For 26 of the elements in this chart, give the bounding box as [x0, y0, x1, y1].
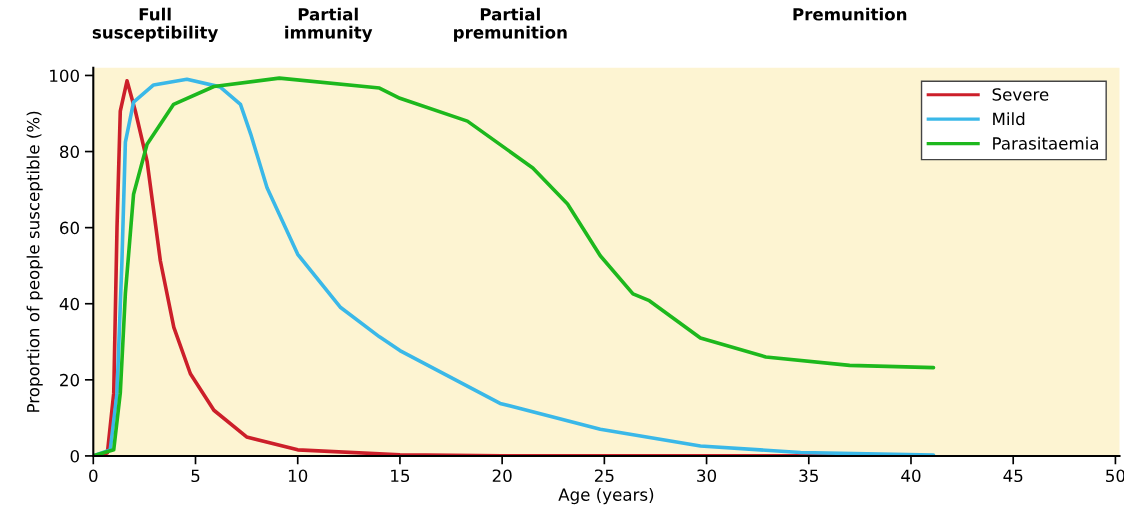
x-tick-label: 30 — [697, 469, 717, 483]
text: Partial immunity — [285, 7, 373, 42]
legend-label: Severe — [992, 88, 1049, 101]
text: Full susceptibility — [92, 7, 219, 42]
y-tick-label: 40 — [59, 297, 79, 311]
x-tick-label: 45 — [1003, 469, 1023, 483]
text: Partial premunition — [454, 7, 567, 42]
y-tick-label: 0 — [70, 449, 79, 463]
x-tick-label: 20 — [492, 469, 512, 483]
text: Premunition — [793, 7, 907, 21]
y-tick-label: 80 — [60, 145, 79, 159]
x-tick-label: 25 — [594, 469, 614, 483]
x-tick-label: 50 — [1106, 469, 1124, 483]
legend-label: Parasitaemia — [993, 136, 1098, 150]
y-tick-label: 60 — [60, 221, 79, 235]
x-tick-label: 10 — [288, 469, 308, 483]
x-tick-label: 40 — [901, 469, 921, 483]
x-tick-label: 15 — [391, 469, 410, 483]
y-axis-title: Proportion of people susceptible (%) — [26, 111, 43, 412]
y-tick-label: 20 — [60, 373, 79, 387]
x-tick-label: 5 — [191, 469, 200, 483]
legend-label: Mild — [993, 112, 1025, 126]
x-tick-label: 0 — [89, 469, 98, 483]
x-tick-label: 35 — [799, 469, 818, 483]
x-axis-title: Age (years) — [558, 488, 654, 505]
y-tick-label: 100 — [50, 69, 79, 83]
